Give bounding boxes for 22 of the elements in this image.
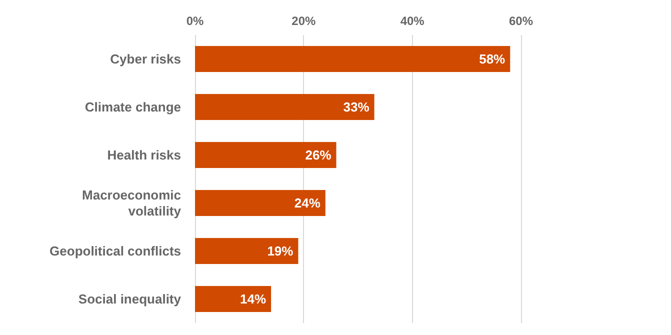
x-tick-label: 60% — [508, 14, 534, 28]
data-label: 19% — [267, 244, 294, 258]
y-tick-label: Macroeconomic volatility — [82, 188, 182, 218]
y-tick-label: Social inequality — [78, 292, 182, 306]
data-label: 58% — [479, 52, 506, 66]
data-label: 26% — [305, 148, 332, 162]
y-tick-label: Cyber risks — [110, 52, 181, 66]
x-tick-label: 20% — [292, 14, 316, 28]
bar — [195, 142, 336, 168]
x-tick-label: 40% — [400, 14, 425, 28]
x-tick-label: 0% — [186, 14, 204, 28]
bar — [195, 190, 326, 216]
data-label: 33% — [343, 100, 370, 114]
y-tick-label: Geopolitical conflicts — [50, 244, 181, 258]
bar — [195, 286, 272, 312]
y-tick-label: Climate change — [84, 100, 181, 114]
bar — [195, 238, 298, 264]
bar — [195, 46, 510, 72]
data-label: 14% — [240, 292, 266, 306]
bar — [195, 94, 374, 120]
y-tick-label: Health risks — [107, 148, 181, 162]
data-label: 24% — [294, 196, 321, 210]
